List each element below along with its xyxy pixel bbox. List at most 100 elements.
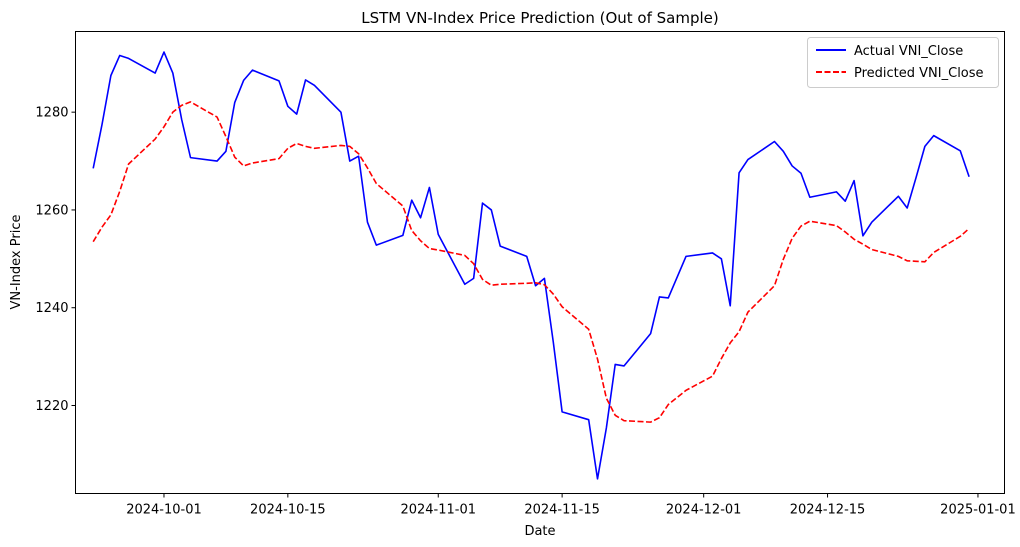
predicted-data-point (959, 236, 961, 238)
predicted-data-point (101, 226, 103, 228)
actual-data-point (429, 187, 431, 189)
actual-data-point (252, 69, 254, 71)
predicted-data-point (499, 283, 501, 285)
plot-area (75, 31, 1005, 494)
y-axis-label: VN-Index Price (9, 215, 24, 310)
x-tick-label: 2024-12-01 (666, 503, 742, 518)
actual-data-point (499, 245, 501, 247)
actual-data-point (234, 102, 236, 104)
actual-data-point (544, 278, 546, 280)
actual-data-point (729, 305, 731, 307)
actual-data-point (588, 419, 590, 421)
predicted-data-point (526, 282, 528, 284)
x-tick-label: 2024-10-15 (250, 503, 326, 518)
actual-data-point (712, 252, 714, 254)
predicted-data-point (800, 225, 802, 227)
actual-data-point (614, 364, 616, 366)
predicted-data-point (836, 225, 838, 227)
predicted-data-point (429, 248, 431, 250)
actual-data-point (154, 72, 156, 74)
actual-data-point (915, 177, 917, 179)
actual-data-point (473, 278, 475, 280)
actual-data-point (809, 196, 811, 198)
predicted-data-point (968, 228, 970, 230)
predicted-data-point (588, 328, 590, 330)
predicted-data-point (464, 255, 466, 257)
predicted-data-point (844, 231, 846, 233)
y-tick-label: 1260 (35, 203, 68, 218)
actual-data-point (287, 106, 289, 108)
predicted-data-point (623, 420, 625, 422)
predicted-data-point (110, 214, 112, 216)
actual-data-point (853, 180, 855, 182)
actual-data-point (659, 296, 661, 298)
predicted-data-point (667, 404, 669, 406)
actual-data-point (119, 55, 121, 57)
plot-frame (75, 31, 1005, 494)
actual-data-point (747, 159, 749, 161)
actual-data-point (783, 150, 785, 152)
predicted-data-point (791, 238, 793, 240)
actual-data-point (959, 150, 961, 152)
actual-data-point (871, 221, 873, 223)
actual-data-point (172, 72, 174, 74)
actual-data-point (800, 172, 802, 174)
predicted-data-point (721, 358, 723, 360)
actual-data-point (464, 283, 466, 285)
predicted-data-point (712, 375, 714, 377)
actual-data-point (606, 427, 608, 429)
x-tick-label: 2024-10-01 (126, 503, 202, 518)
actual-data-point (305, 79, 307, 81)
predicted-data-point (552, 293, 554, 295)
predicted-data-point (650, 421, 652, 423)
predicted-data-point (871, 249, 873, 251)
predicted-data-point (544, 284, 546, 286)
predicted-data-point (172, 111, 174, 113)
actual-data-point (181, 119, 183, 121)
actual-data-point (437, 234, 439, 236)
legend-label-predicted: Predicted VNI_Close (854, 66, 984, 81)
actual-data-point (561, 411, 563, 413)
y-axis: 1220 1240 1260 1280 (35, 106, 76, 414)
actual-data-point (650, 333, 652, 335)
actual-data-point (420, 217, 422, 219)
predicted-data-point (535, 282, 537, 284)
predicted-data-point (358, 153, 360, 155)
predicted-data-point (216, 116, 218, 118)
chart-title: LSTM VN-Index Price Prediction (Out of S… (361, 9, 719, 27)
actual-data-point (376, 244, 378, 246)
x-tick-label: 2024-11-01 (400, 503, 476, 518)
predicted-data-point (296, 143, 298, 145)
actual-data-point (791, 165, 793, 167)
predicted-data-point (402, 205, 404, 207)
actual-data-point (358, 155, 360, 157)
legend: Actual VNI_Close Predicted VNI_Close (807, 37, 999, 88)
predicted-data-point (376, 183, 378, 185)
actual-data-point (190, 157, 192, 159)
actual-data-point (243, 80, 245, 82)
actual-data-point (367, 221, 369, 223)
predicted-data-point (685, 390, 687, 392)
predicted-data-point (92, 241, 94, 243)
predicted-data-point (367, 167, 369, 169)
predicted-data-point (482, 279, 484, 281)
actual-data-point (314, 84, 316, 86)
actual-data-point (163, 51, 165, 53)
actual-data-point (278, 80, 280, 82)
actual-data-point (216, 160, 218, 162)
predicted-data-point (154, 138, 156, 140)
actual-data-point (968, 176, 970, 178)
actual-data-point (349, 160, 351, 162)
predicted-data-point (747, 311, 749, 313)
predicted-data-point (278, 158, 280, 160)
predicted-data-point (119, 191, 121, 193)
predicted-data-point (809, 220, 811, 222)
predicted-data-point (314, 148, 316, 150)
actual-data-point (296, 113, 298, 115)
x-tick-label: 2025-01-01 (940, 503, 1016, 518)
actual-data-point (862, 235, 864, 237)
predicted-data-point (783, 259, 785, 261)
predicted-data-point (862, 243, 864, 245)
predicted-data-point (349, 146, 351, 148)
